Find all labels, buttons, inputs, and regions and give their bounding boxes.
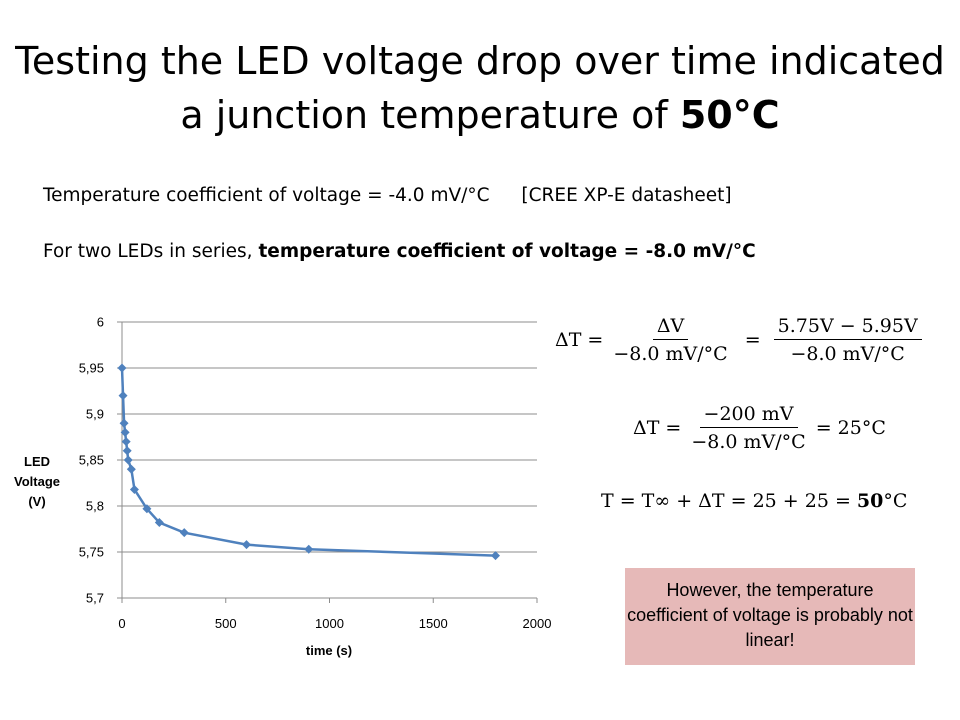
data-point (117, 363, 127, 373)
eq1-numerator-1: ΔV (652, 315, 689, 340)
y-axis-label-line: LED (24, 454, 50, 469)
y-tick-label: 6 (97, 315, 104, 330)
data-point (123, 455, 133, 465)
x-tick-label: 0 (118, 616, 125, 631)
x-tick-label: 1000 (315, 616, 344, 631)
data-point (304, 544, 314, 554)
data-point (242, 540, 251, 550)
delta-t-result-equation: ΔT = −200 mV −8.0 mV/°C = 25°C (633, 403, 886, 453)
data-point (179, 528, 189, 538)
data-point (120, 427, 130, 437)
eq2-fraction: −200 mV −8.0 mV/°C (687, 403, 809, 453)
eq1-denominator-1: −8.0 mV/°C (613, 343, 728, 365)
eq1-numerator-2: 5.75V − 5.95V (773, 315, 922, 340)
eq3-result: 50 (856, 490, 884, 512)
y-tick-label: 5,8 (86, 499, 104, 514)
y-tick-labels: 5,7 5,75 5,8 5,85 5,9 5,95 6 (79, 315, 104, 606)
eq3-unit: °C (883, 490, 908, 512)
data-point (126, 464, 136, 474)
eq1-equals: = (744, 329, 761, 351)
y-tick-label: 5,85 (79, 453, 104, 468)
x-tick-label: 1500 (419, 616, 448, 631)
y-tick-label: 5,7 (86, 591, 104, 606)
chart-axes (121, 322, 538, 603)
coefficient-line: Temperature coefficient of voltage = -4.… (43, 185, 732, 206)
title-temperature: 50°C (679, 93, 780, 137)
eq1-denominator-2: −8.0 mV/°C (790, 343, 905, 365)
eq2-rhs: = 25°C (815, 417, 886, 439)
y-tick-label: 5,9 (86, 407, 104, 422)
series-text: For two LEDs in series, (43, 241, 253, 262)
data-point (154, 518, 164, 528)
nonlinearity-note: However, the temperature coefficient of … (625, 568, 915, 665)
eq1-fraction-1: ΔV −8.0 mV/°C (609, 315, 731, 365)
voltage-series-markers (117, 363, 500, 561)
series-line: For two LEDs in series, temperature coef… (43, 241, 756, 262)
data-point (129, 484, 139, 494)
eq1-lhs: ΔT = (555, 329, 604, 351)
coefficient-text: Temperature coefficient of voltage = -4.… (43, 185, 490, 206)
x-tick-label: 500 (215, 616, 237, 631)
y-tick-label: 5,95 (79, 361, 104, 376)
voltage-series-line (120, 367, 496, 557)
x-axis-label: time (s) (306, 643, 352, 658)
data-point (119, 418, 129, 428)
y-axis-label-line: Voltage (14, 474, 60, 489)
title-text: Testing the LED voltage drop over time i… (15, 39, 945, 137)
delta-t-equation: ΔT = ΔV −8.0 mV/°C = 5.75V − 5.95V −8.0 … (555, 315, 928, 365)
x-tick-labels: 0 500 1000 1500 2000 (118, 616, 551, 631)
voltage-chart: 5,75,755,85,855,95,956 0 500 1000 1500 2000 … (14, 315, 551, 659)
datasheet-reference: [CREE XP-E datasheet] (521, 185, 732, 206)
y-tick-label: 5,75 (79, 545, 104, 560)
data-point (118, 391, 128, 401)
y-axis-label-line: (V) (28, 494, 45, 509)
eq2-numerator: −200 mV (699, 403, 798, 428)
chart-gridlines (117, 321, 537, 599)
series-coefficient: temperature coefficient of voltage = -8.… (258, 241, 756, 262)
eq3-lhs: T = T∞ + ΔT = 25 + 25 = (601, 490, 851, 512)
eq2-denominator: −8.0 mV/°C (691, 431, 806, 453)
x-tick-label: 2000 (523, 616, 552, 631)
data-point (122, 446, 132, 456)
y-axis-label: LED Voltage (V) (14, 454, 60, 509)
data-point (491, 551, 500, 561)
eq1-fraction-2: 5.75V − 5.95V −8.0 mV/°C (773, 315, 922, 365)
data-point (121, 437, 131, 447)
eq2-lhs: ΔT = (633, 417, 682, 439)
slide-title: Testing the LED voltage drop over time i… (0, 34, 960, 142)
note-text: However, the temperature coefficient of … (627, 580, 913, 650)
junction-temperature-equation: T = T∞ + ΔT = 25 + 25 = 50 °C (601, 490, 907, 512)
data-point (142, 504, 152, 514)
